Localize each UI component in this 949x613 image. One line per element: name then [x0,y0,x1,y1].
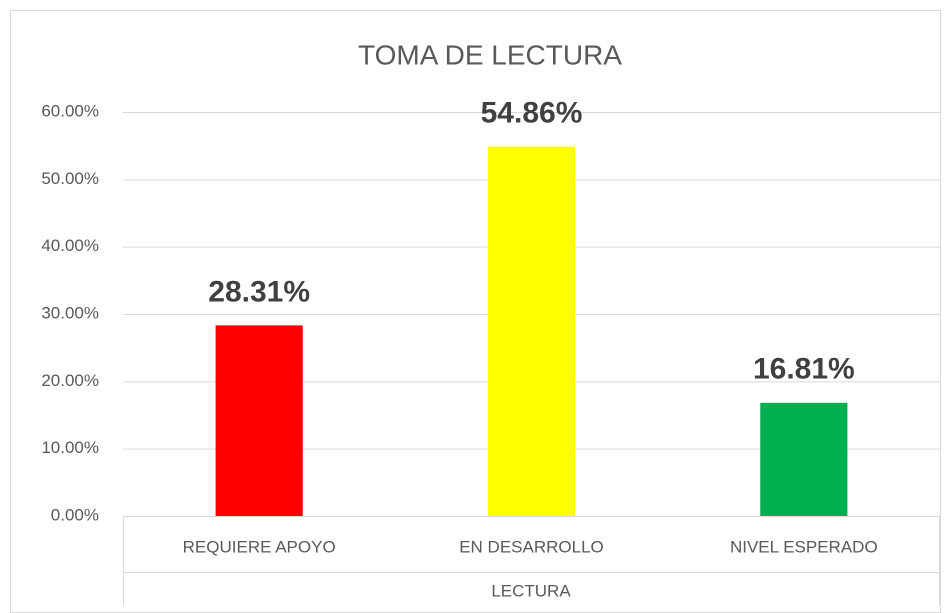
y-tick-label: 60.00% [41,101,99,120]
chart-border [10,10,941,613]
data-label: 16.81% [753,353,855,386]
x-tick-label: EN DESARROLLO [459,537,604,556]
y-tick-label: 40.00% [41,236,99,255]
x-tick-label: NIVEL ESPERADO [730,537,878,556]
chart-title: TOMA DE LECTURA [358,39,622,70]
bar [760,402,848,516]
bar [215,325,303,516]
y-tick-label: 20.00% [41,371,99,390]
y-tick-label: 50.00% [41,169,99,188]
x-tick-label: REQUIERE APOYO [183,537,336,556]
y-tick-label: 30.00% [41,303,99,322]
bar [487,146,576,517]
y-tick-label: 10.00% [41,438,99,457]
y-tick-label: 0.00% [51,505,99,524]
data-label: 54.86% [481,97,583,130]
data-label: 28.31% [208,275,310,308]
x-axis-title: LECTURA [491,581,571,600]
